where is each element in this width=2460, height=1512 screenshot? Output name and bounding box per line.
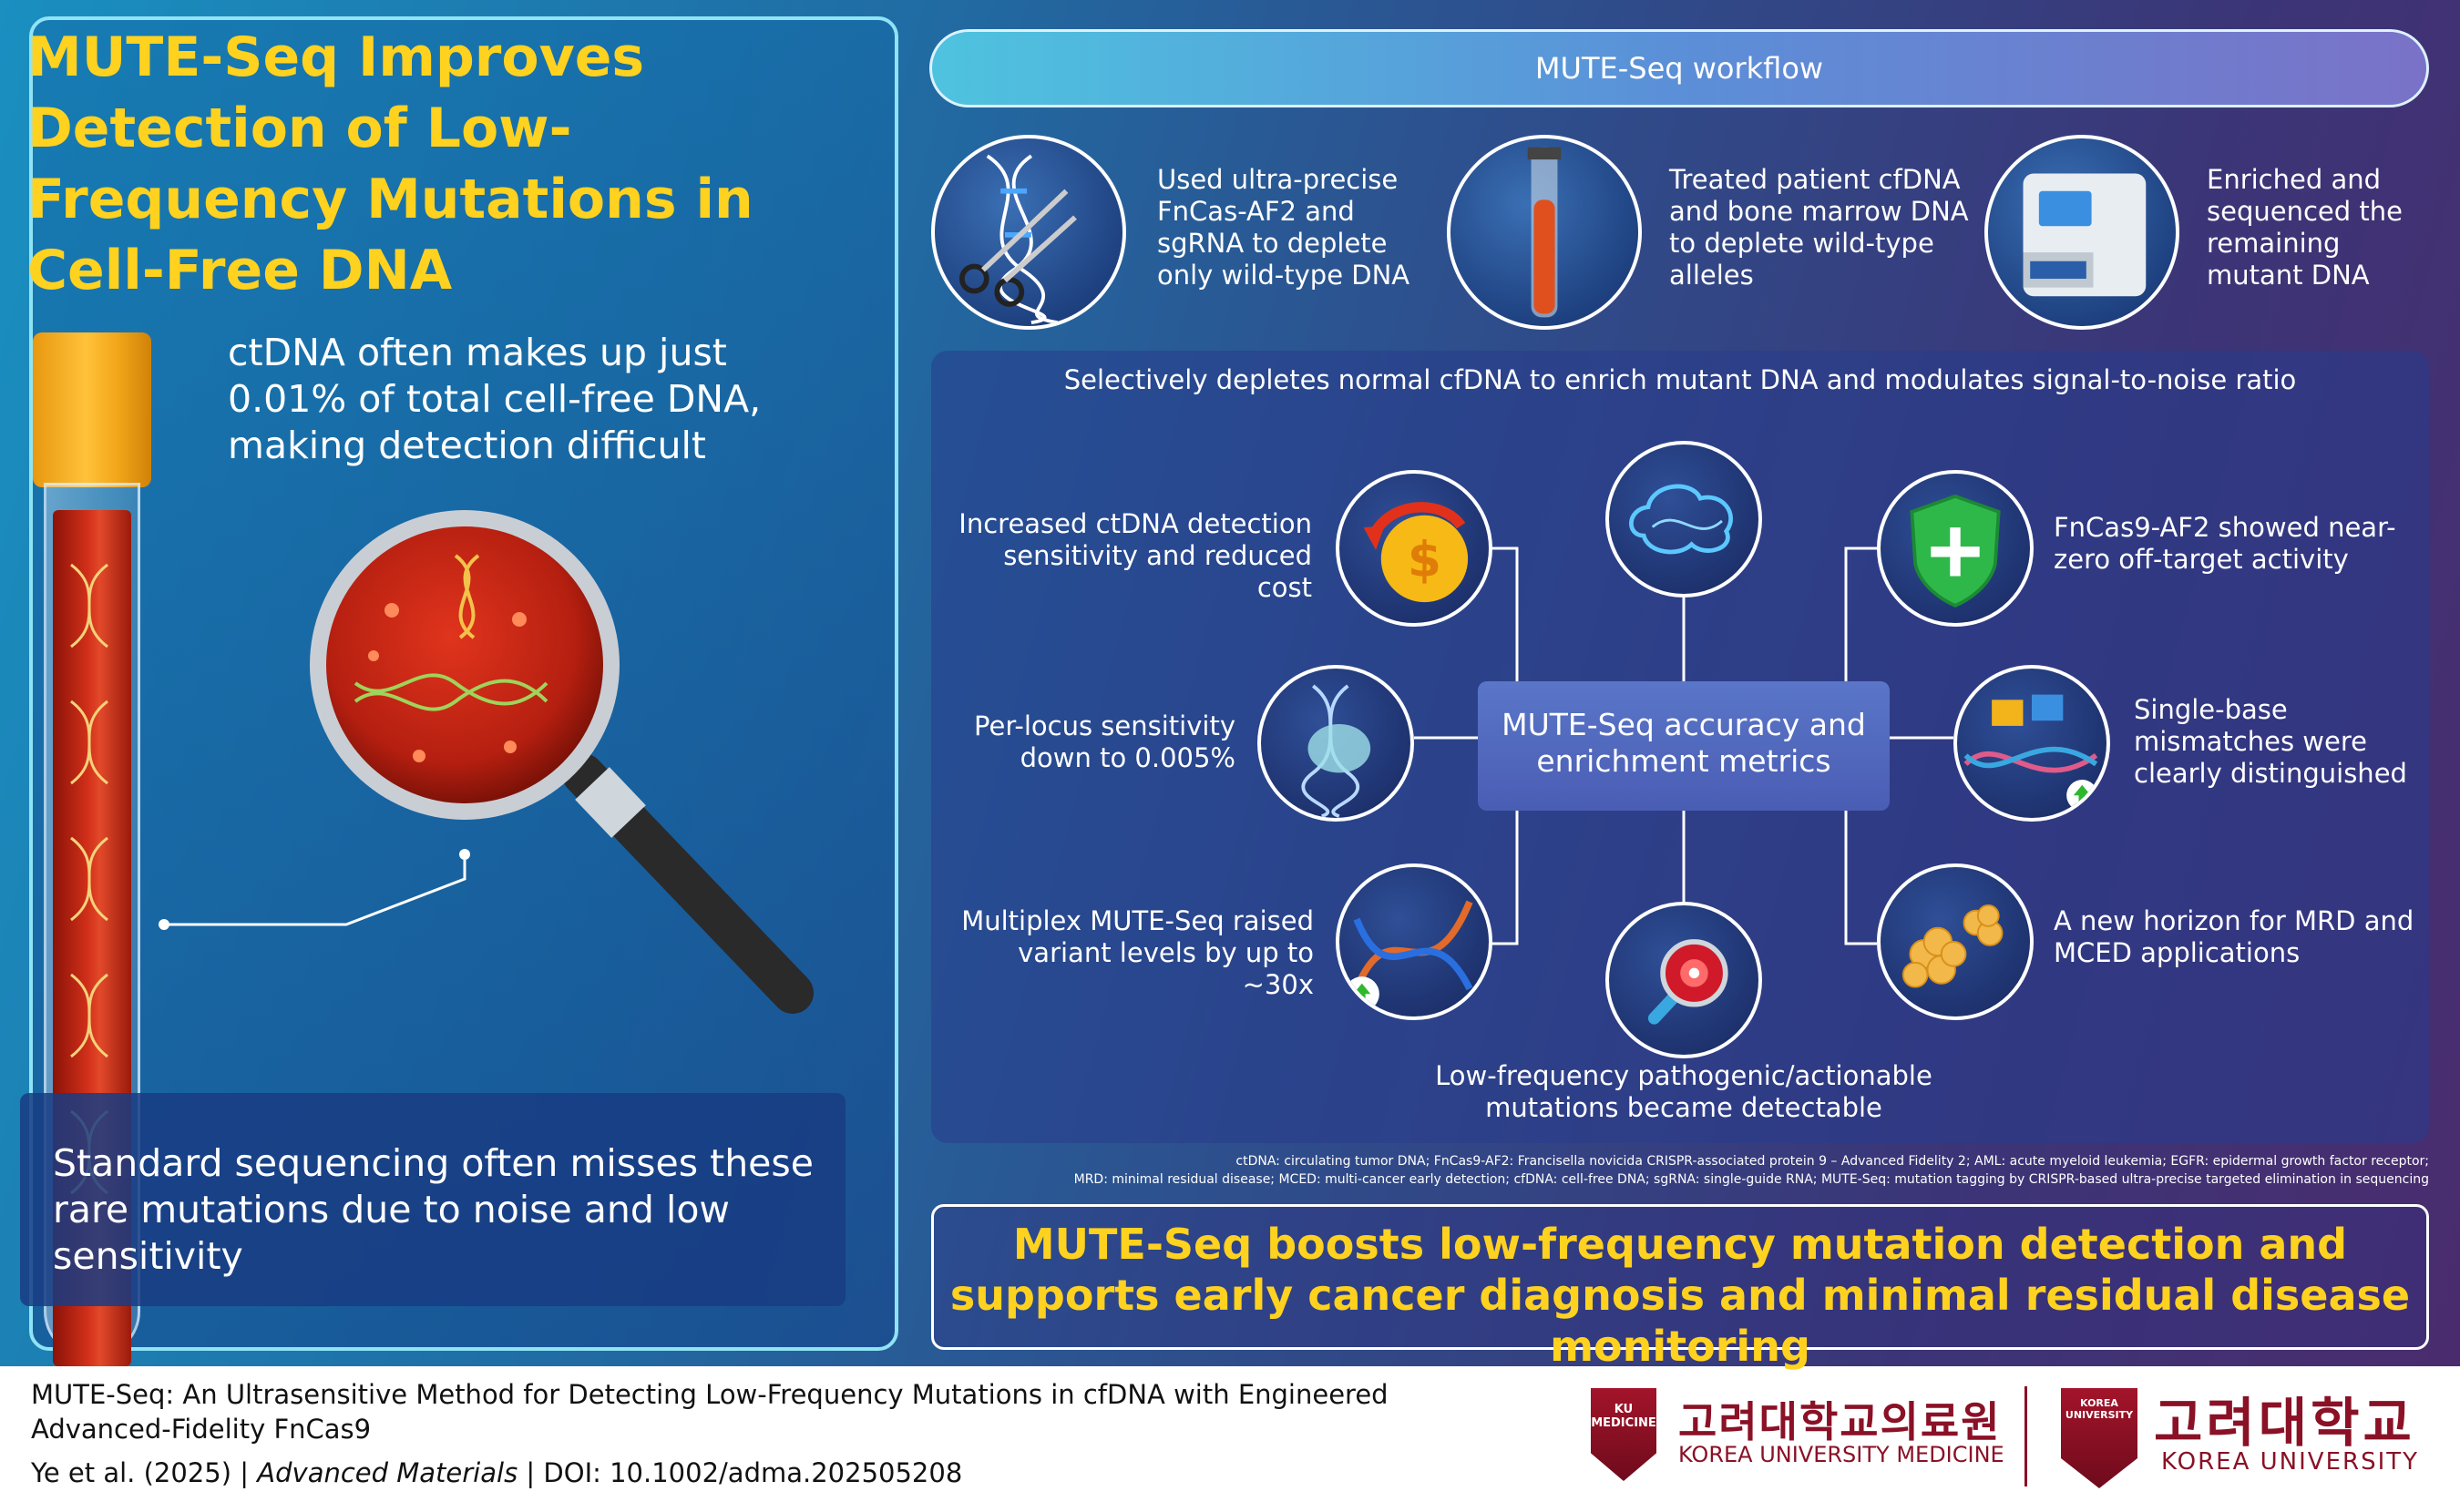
shield-plus-icon: [1877, 470, 2034, 627]
footer-authors: Ye et al. (2025): [31, 1457, 232, 1488]
korea-university-english-name: KOREA UNIVERSITY: [2161, 1448, 2419, 1476]
workflow-title: MUTE-Seq workflow: [929, 29, 2429, 107]
ku-medicine-english-name: KOREA UNIVERSITY MEDICINE: [1678, 1442, 2004, 1467]
abbreviations: ctDNA: circulating tumor DNA; FnCas9-AF2…: [931, 1152, 2429, 1189]
left-bottom-box: [20, 1093, 846, 1306]
workflow-step-3-text: Enriched and sequenced the remaining mut…: [2207, 164, 2403, 291]
metric-mrd-text: A new horizon for MRD and MCED applicati…: [2054, 905, 2414, 968]
magnifier-icon: [310, 510, 814, 1014]
metric-pathogenic-text: Low-frequency pathogenic/actionable muta…: [1435, 1060, 1932, 1123]
ku-medicine-korean-name: 고려대학교의료원: [1678, 1397, 2002, 1446]
abbreviations-line-1: ctDNA: circulating tumor DNA; FnCas9-AF2…: [1235, 1154, 2429, 1169]
metric-locus-text: Per-locus sensitivity down to 0.005%: [974, 710, 1235, 773]
footer-reference: Ye et al. (2025) | Advanced Materials | …: [31, 1457, 962, 1488]
korea-university-korean-name: 고려대학교: [2154, 1392, 2415, 1454]
dna-scissors-icon: [931, 135, 1126, 330]
metric-offtarget-text: FnCas9-AF2 showed near-zero off-target a…: [2054, 512, 2396, 575]
ku-medicine-logo-label: KU MEDICINE: [1591, 1403, 1656, 1430]
workflow-step-2-text: Treated patient cfDNA and bone marrow DN…: [1669, 164, 1969, 291]
ctdna-note: ctDNA often makes up just 0.01% of total…: [228, 331, 762, 467]
footer-title: MUTE-Seq: An Ultrasensitive Method for D…: [31, 1379, 1389, 1445]
dna-capsule-icon: [1257, 665, 1414, 822]
svg-text:$: $: [1408, 531, 1441, 588]
metric-cost-text: Increased ctDNA detection sensitivity an…: [958, 508, 1312, 603]
metrics-center-box: MUTE-Seq accuracy and enrichment metrics: [1478, 681, 1890, 811]
left-bottom-note: Standard sequencing often misses these r…: [53, 1141, 814, 1278]
footer-journal: Advanced Materials: [257, 1457, 518, 1488]
puzzle-dna-icon: [1953, 665, 2110, 822]
sequencer-icon: [1984, 135, 2179, 330]
metrics-header: Selectively depletes normal cfDNA to enr…: [1063, 364, 2297, 395]
connector-lines: [0, 0, 2460, 1366]
dna-helix-up-icon: [1336, 863, 1492, 1020]
tube-cap-icon: [33, 332, 151, 487]
pointer-line: [159, 849, 470, 930]
left-title: MUTE-Seq Improves Detection of Low-Frequ…: [27, 26, 753, 302]
test-tube-icon: [1447, 135, 1642, 330]
metric-multiplex-text: Multiplex MUTE-Seq raised variant levels…: [961, 905, 1314, 1000]
magnifier-target-icon: [1605, 902, 1762, 1058]
conclusion-box: [931, 1204, 2429, 1350]
korea-university-logo-label: KOREA UNIVERSITY: [2065, 1397, 2134, 1421]
footer-separator: |: [240, 1457, 250, 1488]
workflow-step-1-text: Used ultra-precise FnCas-AF2 and sgRNA t…: [1157, 164, 1410, 291]
cell-cluster-icon: [1877, 863, 2034, 1020]
metric-mismatch-text: Single-base mismatches were clearly dist…: [2134, 694, 2407, 789]
logo-divider: [2024, 1386, 2027, 1486]
abbreviations-line-2: MRD: minimal residual disease; MCED: mul…: [1073, 1172, 2429, 1187]
dna-cloud-icon: [1605, 441, 1762, 598]
coin-arrow-icon: $: [1336, 470, 1492, 627]
conclusion-text: MUTE-Seq boosts low-frequency mutation d…: [949, 1220, 2411, 1371]
footer-separator: |: [526, 1457, 536, 1488]
footer-doi: DOI: 10.1002/adma.202505208: [543, 1457, 963, 1488]
